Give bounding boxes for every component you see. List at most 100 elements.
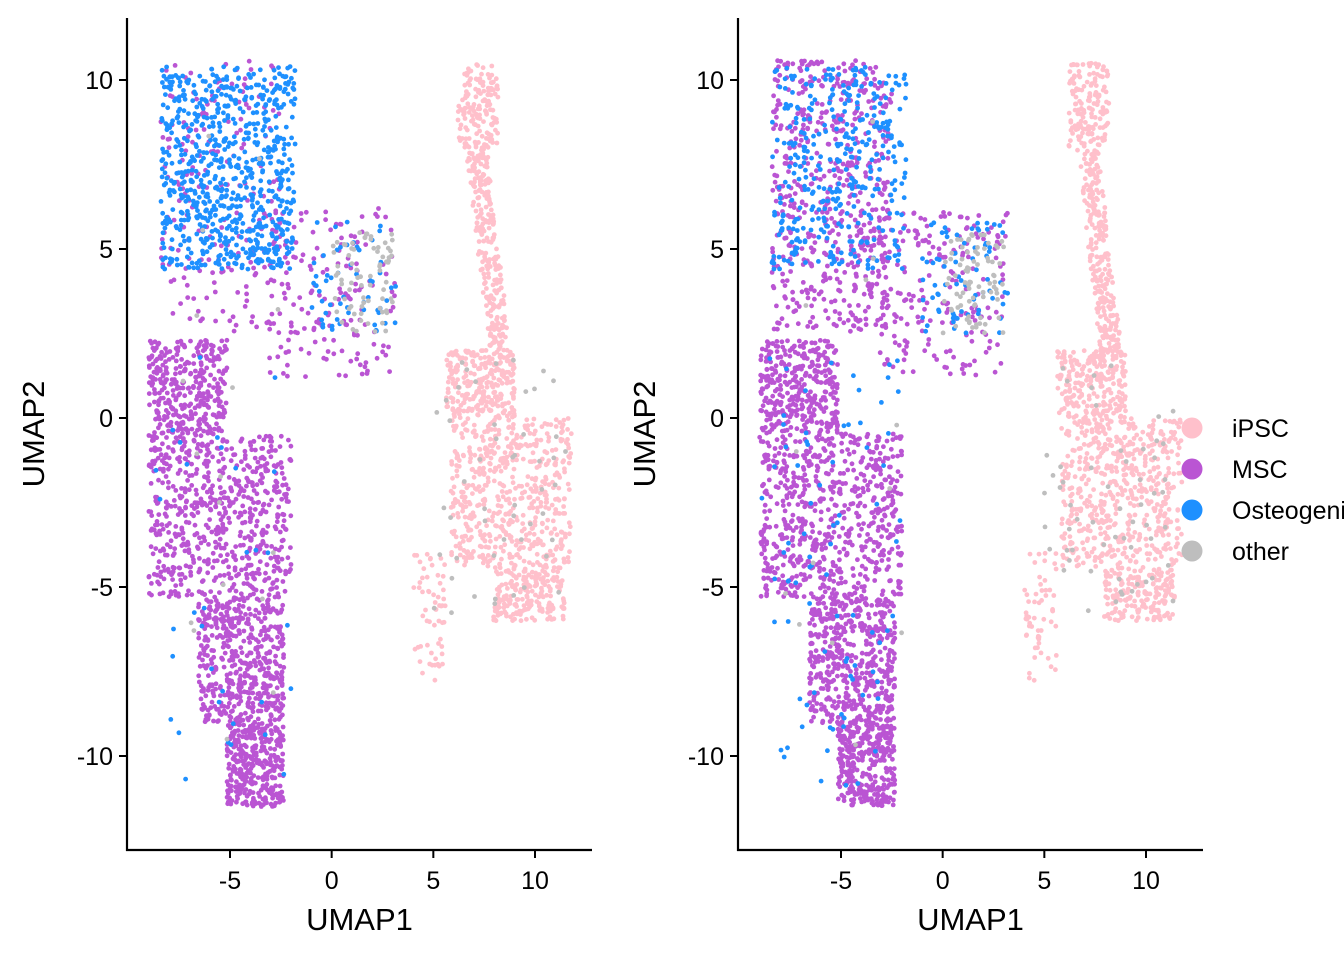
data-point [212,289,218,295]
data-point [314,319,319,325]
data-point [285,82,291,87]
data-point [266,247,272,253]
data-point [476,89,481,95]
data-point [525,443,531,449]
data-point [542,492,548,498]
data-point [491,553,497,558]
data-point [261,637,266,643]
data-point [275,139,280,145]
data-point [528,521,533,527]
data-point [484,235,490,241]
data-point [274,792,279,798]
data-point [248,770,253,776]
data-point [467,527,473,533]
data-point [249,170,255,176]
data-point [179,152,184,158]
data-point [236,606,241,612]
data-point [202,97,208,102]
data-point [160,80,165,85]
data-point [524,616,529,622]
data-point [533,515,538,520]
data-point [554,532,560,538]
data-point [210,72,216,78]
data-point [247,686,253,691]
data-point [234,210,240,216]
data-point [463,125,469,130]
data-point [565,427,570,432]
data-point [392,320,398,326]
data-point [242,775,247,780]
data-point [262,264,267,270]
data-point [537,540,542,546]
data-point [260,783,266,789]
data-point [160,264,166,270]
data-point [270,775,275,781]
data-point [253,132,259,138]
data-point [256,616,261,621]
data-point [277,629,282,635]
data-point [202,201,208,207]
data-point [383,214,388,220]
data-point [879,679,885,685]
data-point [241,542,246,548]
data-point [209,439,215,445]
data-point [153,416,158,422]
data-point [213,545,219,550]
data-point [490,107,496,113]
data-point [487,264,493,269]
data-point [166,594,172,600]
data-point [261,624,267,630]
data-point [227,773,233,778]
data-point [167,349,173,354]
data-point [492,617,498,623]
data-point [218,180,223,186]
data-point [492,601,498,607]
data-point [182,513,188,518]
data-point [198,380,204,386]
data-point [224,439,230,444]
data-point [475,412,481,418]
data-point [171,498,177,503]
data-point [282,219,287,225]
data-point [246,105,252,111]
data-point [222,410,228,415]
data-point [197,566,203,572]
data-point [275,307,281,312]
data-point [203,693,209,699]
data-point [216,459,222,464]
data-point [242,448,248,454]
data-point [229,267,235,273]
data-point [359,214,365,220]
y-tick-label: 0 [99,405,113,433]
data-point [204,643,210,649]
data-point [262,578,267,584]
data-point [480,221,486,227]
data-point [211,578,217,583]
data-point [272,143,277,149]
data-point [489,380,494,386]
data-point [148,447,154,453]
data-point [268,454,274,460]
data-point [164,505,169,511]
data-point [221,240,227,246]
data-point [543,562,549,568]
data-point [166,569,172,575]
data-point [251,71,256,77]
data-point [226,685,232,690]
data-point [849,658,854,664]
data-point [480,65,486,71]
data-point [242,509,248,515]
data-point [466,136,472,141]
data-point [485,154,491,160]
data-point [196,385,202,391]
data-point [484,483,489,488]
data-point [350,240,355,246]
data-point [244,85,250,91]
data-point [259,246,265,251]
data-point [207,199,213,204]
data-point [197,355,203,360]
data-point [152,387,157,392]
data-point [179,147,184,153]
data-point [178,242,184,248]
data-point [498,468,504,474]
